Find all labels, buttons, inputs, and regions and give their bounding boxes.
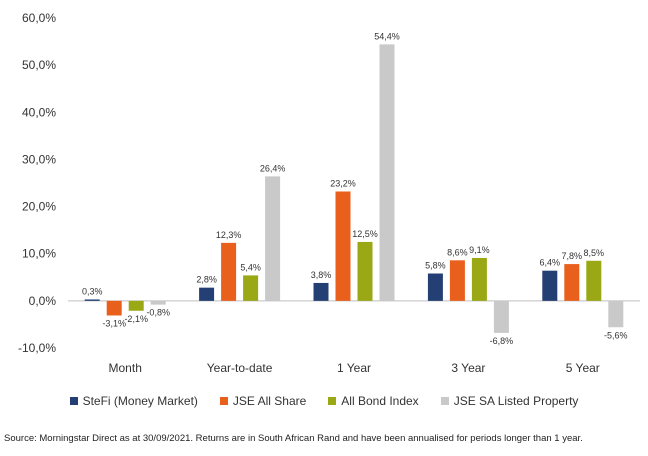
y-tick-label: 40,0%	[22, 105, 56, 119]
bar	[449, 260, 465, 301]
bar	[199, 287, 215, 301]
x-tick-label: Year-to-date	[207, 361, 273, 375]
x-tick-label: 1 Year	[337, 361, 371, 375]
bar	[471, 257, 487, 301]
bar-chart: -10,0% 0,0% 10,0% 20,0% 30,0% 40,0% 50,0% 60,0%…	[18, 11, 640, 375]
data-label: -3,1%	[102, 318, 126, 328]
y-tick-label: 30,0%	[22, 152, 56, 166]
data-label: 0,3%	[82, 286, 103, 296]
legend-item-all-bond-index: All Bond Index	[328, 394, 419, 408]
legend-label: JSE All Share	[232, 394, 307, 408]
legend-swatch	[219, 397, 228, 405]
bar	[586, 260, 602, 301]
bar	[84, 299, 100, 301]
data-label: 8,5%	[584, 248, 605, 258]
data-label: 12,5%	[352, 229, 378, 239]
legend-swatch	[440, 397, 449, 405]
bar	[379, 44, 395, 301]
bar	[150, 300, 166, 305]
legend-item-listed-property: JSE SA Listed Property	[440, 394, 579, 408]
data-label: -0,8%	[146, 308, 170, 318]
legend-swatch	[69, 397, 78, 405]
data-labels: 0,3% -3,1%-2,1%-0,8% 2,8% 12,3% 5,4% 26,4% 3,8…	[82, 31, 628, 346]
y-tick-label: 50,0%	[22, 58, 56, 72]
legend: SteFi (Money Market) JSE All Share All B…	[0, 392, 648, 410]
bar	[427, 273, 443, 301]
y-tick-label: 0,0%	[29, 294, 57, 308]
legend-item-jse-all-share: JSE All Share	[219, 394, 307, 408]
legend-swatch	[328, 397, 337, 405]
data-label: 8,6%	[447, 247, 468, 257]
data-label: 7,8%	[562, 251, 583, 261]
bar	[221, 242, 237, 301]
legend-item-stefi: SteFi (Money Market)	[69, 394, 198, 408]
data-label: 3,8%	[311, 270, 332, 280]
legend-label: All Bond Index	[341, 394, 419, 408]
bar	[542, 270, 558, 301]
bar	[243, 275, 259, 301]
bar	[357, 241, 373, 301]
bar	[313, 282, 329, 301]
bar	[335, 191, 351, 301]
data-label: 9,1%	[469, 245, 490, 255]
bar	[265, 176, 281, 301]
y-tick-label: 10,0%	[22, 247, 56, 261]
data-label: 2,8%	[196, 275, 217, 285]
data-label: -2,1%	[124, 314, 148, 324]
bar	[106, 300, 122, 316]
x-tick-label: 3 Year	[451, 361, 485, 375]
data-label: 54,4%	[374, 31, 400, 41]
data-label: 12,3%	[216, 230, 242, 240]
y-tick-label: 20,0%	[22, 200, 56, 214]
x-tick-label: Month	[109, 361, 142, 375]
y-tick-label: -10,0%	[18, 341, 56, 355]
data-label: -5,6%	[604, 330, 628, 340]
source-note: Source: Morningstar Direct as at 30/09/2…	[4, 433, 583, 444]
data-label: 5,8%	[425, 261, 446, 271]
bars	[84, 44, 624, 333]
bar	[608, 300, 624, 328]
data-label: -6,8%	[490, 336, 514, 346]
x-axis: Month Year-to-date 1 Year 3 Year 5 Year	[109, 361, 600, 375]
data-label: 23,2%	[330, 178, 356, 188]
data-label: 6,4%	[540, 258, 561, 268]
data-label: 26,4%	[260, 163, 286, 173]
y-axis: -10,0% 0,0% 10,0% 20,0% 30,0% 40,0% 50,0% 60,0%	[18, 11, 56, 355]
legend-label: JSE SA Listed Property	[453, 394, 579, 408]
y-tick-label: 60,0%	[22, 11, 56, 25]
data-label: 5,4%	[240, 262, 261, 272]
bar	[493, 300, 509, 333]
bar	[128, 300, 144, 311]
x-tick-label: 5 Year	[566, 361, 600, 375]
legend-label: SteFi (Money Market)	[82, 394, 198, 408]
bar	[564, 264, 580, 301]
